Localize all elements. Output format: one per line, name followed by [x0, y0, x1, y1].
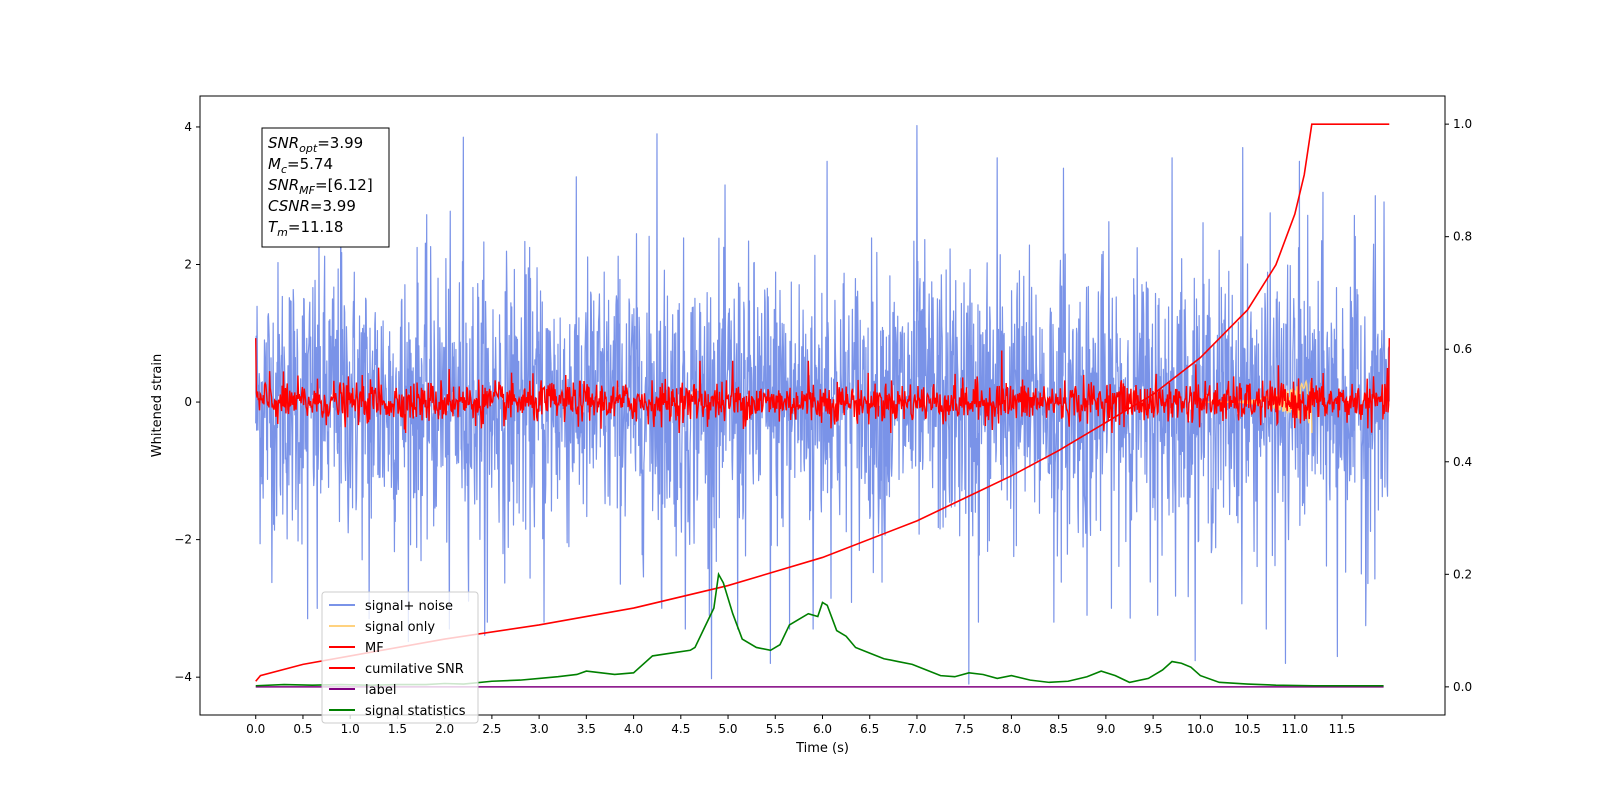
x-tick-label: 2.5	[482, 722, 501, 736]
legend-label: MF	[365, 641, 384, 656]
annotation-line: SNRMF=[6.12]	[268, 176, 373, 197]
x-tick-label: 8.0	[1002, 722, 1021, 736]
y2-tick-label: 0.0	[1453, 680, 1472, 694]
y-axis-label: Whitened strain	[150, 354, 165, 457]
legend-label: signal only	[365, 620, 435, 635]
x-tick-label: 4.5	[671, 722, 690, 736]
x-tick-label: 6.0	[813, 722, 832, 736]
x-tick-label: 10.0	[1187, 722, 1214, 736]
annotation-value: =11.18	[288, 218, 344, 236]
x-tick-label: 9.0	[1096, 722, 1115, 736]
x-tick-label: 3.0	[530, 722, 549, 736]
x-tick-label: 0.0	[246, 722, 265, 736]
annotation-symbol: T	[268, 218, 279, 236]
x-tick-label: 7.0	[907, 722, 926, 736]
x-tick-label: 9.5	[1144, 722, 1163, 736]
y-tick-label: 0	[184, 395, 192, 409]
y2-tick-label: 0.2	[1453, 567, 1472, 581]
annotation-subscript: m	[277, 226, 288, 239]
x-tick-label: 2.0	[435, 722, 454, 736]
x-tick-label: 5.5	[766, 722, 785, 736]
annotation-value: =3.99	[317, 134, 363, 152]
x-tick-label: 1.0	[341, 722, 360, 736]
x-tick-label: 3.5	[577, 722, 596, 736]
annotation-subscript: c	[281, 163, 287, 176]
x-tick-label: 10.5	[1234, 722, 1261, 736]
y2-tick-label: 0.4	[1453, 455, 1472, 469]
y2-tick-label: 1.0	[1453, 117, 1472, 131]
y2-tick-label: 0.8	[1453, 230, 1472, 244]
annotation-line: SNRopt=3.99	[268, 134, 363, 155]
annotation-box	[261, 127, 390, 248]
x-tick-label: 6.5	[860, 722, 879, 736]
annotation-value: =3.99	[310, 197, 356, 215]
legend-box	[321, 591, 479, 724]
y-tick-label: −4	[174, 670, 192, 684]
x-tick-label: 11.5	[1329, 722, 1356, 736]
annotation-symbol: M	[268, 155, 281, 173]
mf-line	[255, 338, 1390, 434]
annotation-value: =5.74	[287, 155, 333, 173]
annotation-symbol: SNR	[268, 176, 299, 194]
signal-statistics-line	[255, 571, 1384, 687]
annotation-subscript: opt	[299, 142, 318, 155]
annotation-symbol: CSNR	[268, 197, 310, 215]
x-axis-label: Time (s)	[795, 741, 849, 756]
annotation-symbol: SNR	[268, 134, 299, 152]
x-tick-label: 1.5	[388, 722, 407, 736]
y-tick-label: 2	[184, 258, 192, 272]
x-tick-label: 5.0	[718, 722, 737, 736]
x-tick-label: 7.5	[955, 722, 974, 736]
y2-tick-label: 0.6	[1453, 342, 1472, 356]
annotation-line: Mc=5.74	[268, 155, 333, 176]
x-tick-label: 11.0	[1281, 722, 1308, 736]
legend-label: cumilative SNR	[365, 662, 464, 677]
annotation-subscript: MF	[299, 184, 315, 197]
x-tick-label: 8.5	[1049, 722, 1068, 736]
x-tick-label: 4.0	[624, 722, 643, 736]
y-tick-label: −2	[174, 533, 192, 547]
y-tick-label: 4	[184, 120, 192, 134]
legend-label: signal+ noise	[365, 599, 453, 614]
x-tick-label: 0.5	[293, 722, 312, 736]
annotation-line: CSNR=3.99	[268, 197, 356, 215]
annotation-value: =[6.12]	[315, 176, 373, 194]
annotation-line: Tm=11.18	[268, 218, 343, 239]
legend-label: label	[365, 683, 396, 698]
legend-label: signal statistics	[365, 704, 466, 719]
